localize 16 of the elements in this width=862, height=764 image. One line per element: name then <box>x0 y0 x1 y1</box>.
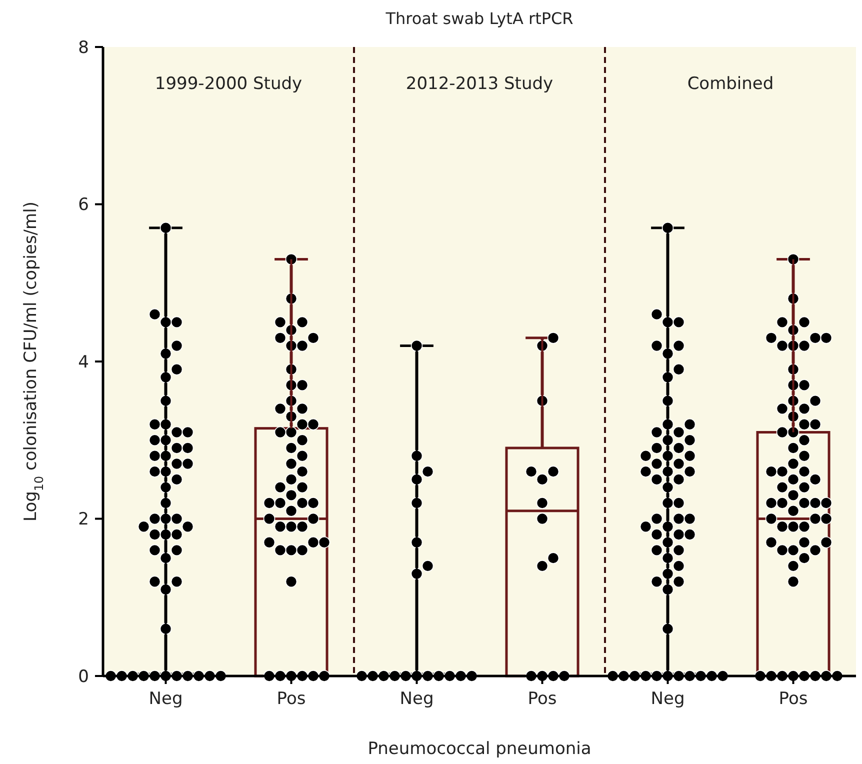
y-tick-label: 6 <box>78 195 89 216</box>
x-tick-label: Pos <box>528 689 557 709</box>
x-tick-label: Pos <box>276 689 306 709</box>
y-tick-label: 0 <box>78 666 89 687</box>
chart-title: Throat swab LytA rtPCR <box>384 9 574 28</box>
x-tick-label: Neg <box>400 689 434 709</box>
text: 2012-2013 Study <box>406 74 554 94</box>
y-tick-label: 2 <box>78 510 89 530</box>
x-tick-label: Pos <box>778 689 808 709</box>
text: 1999-2000 Study <box>154 74 302 94</box>
y-tick-label: 4 <box>78 352 89 372</box>
y-tick-label: 8 <box>78 38 89 58</box>
x-axis-title: Pneumococcal pneumonia <box>368 739 592 759</box>
x-tick-label: Neg <box>650 689 685 709</box>
text: Combined <box>687 74 774 94</box>
x-tick-label: Neg <box>148 689 183 709</box>
